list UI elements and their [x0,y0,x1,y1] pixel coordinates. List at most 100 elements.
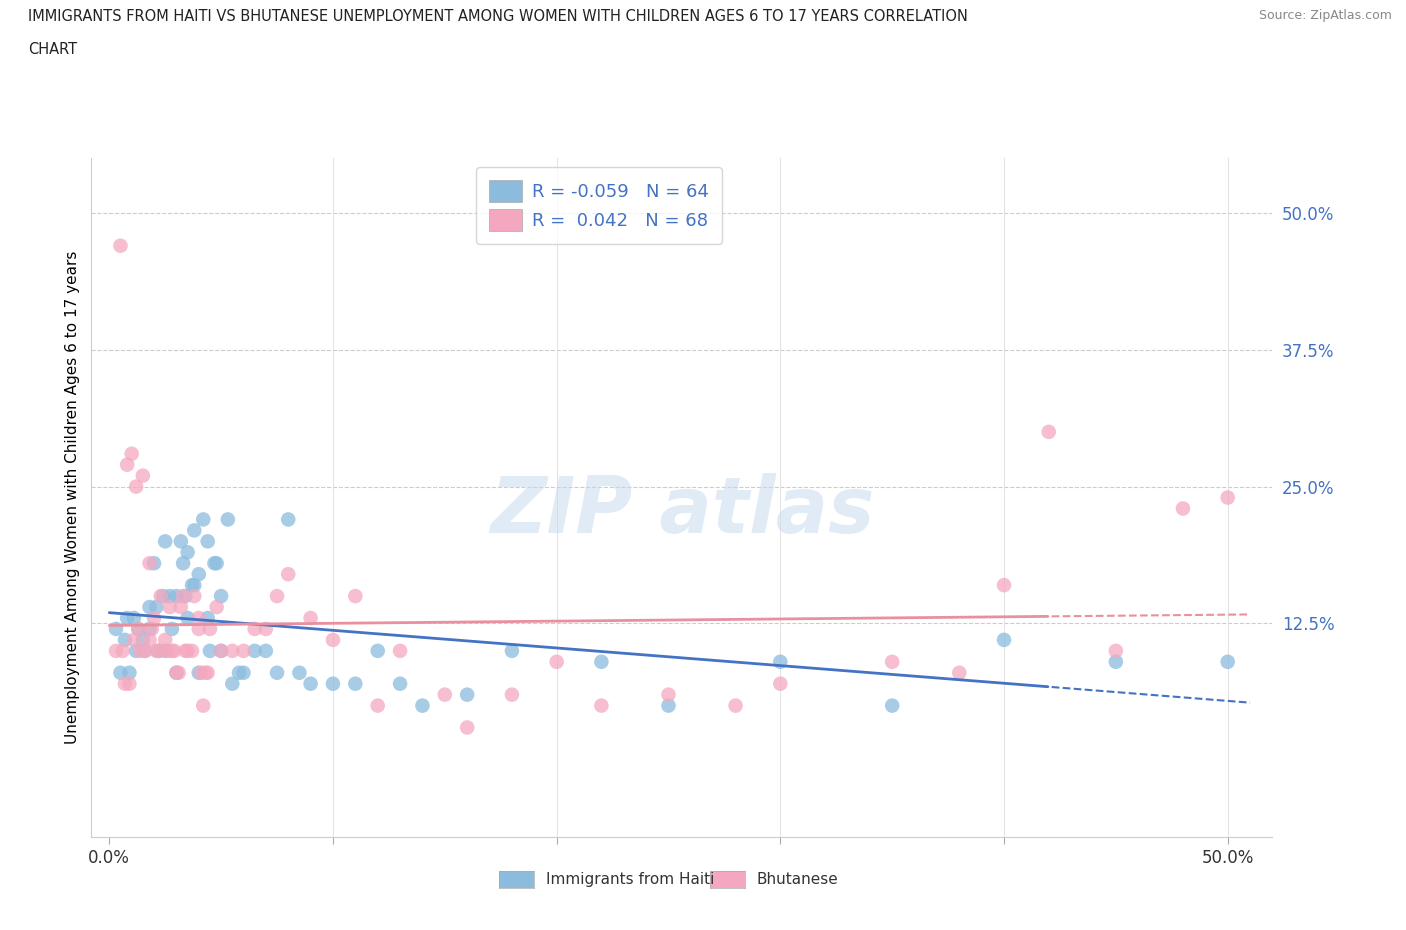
Point [209,644,232,658]
Point [160,644,183,658]
Point [1105,655,1128,670]
Point [266,665,288,680]
Point [277,512,299,527]
Point [153,632,177,647]
Point [110,238,132,253]
Point [243,621,266,636]
Point [187,566,209,581]
Point [197,665,219,680]
Point [141,621,163,636]
Point [183,589,205,604]
Point [367,698,389,713]
Legend: R = -0.059   N = 64, R =  0.042   N = 68: R = -0.059 N = 64, R = 0.042 N = 68 [477,167,721,244]
Point [127,621,149,636]
Point [367,644,389,658]
Point [105,644,127,658]
Point [134,644,156,658]
Point [118,676,141,691]
Point [122,632,145,647]
Point [456,720,478,735]
Point [172,589,194,604]
Point [657,698,679,713]
Point [122,611,145,626]
Point [125,644,148,658]
Point [159,600,181,615]
Point [197,534,219,549]
Point [1105,644,1128,658]
Point [118,665,141,680]
Point [153,644,177,658]
Point [501,644,523,658]
Point [167,665,190,680]
Point [389,644,412,658]
Text: ZIP atlas: ZIP atlas [489,473,875,549]
Point [389,676,412,691]
Point [193,698,215,713]
Point [198,644,221,658]
Point [205,600,228,615]
Point [769,676,792,691]
Point [138,632,160,647]
Point [183,523,205,538]
Point [127,621,149,636]
Text: CHART: CHART [28,42,77,57]
Point [145,644,167,658]
Point [187,611,209,626]
Point [138,621,160,636]
Point [143,611,166,626]
Point [221,644,243,658]
Point [411,698,433,713]
Point [217,512,239,527]
Point [1216,490,1239,505]
Point [105,621,127,636]
Point [149,589,172,604]
Text: Immigrants from Haiti: Immigrants from Haiti [546,872,714,887]
Point [176,644,198,658]
Point [134,644,156,658]
Point [129,644,152,658]
Text: IMMIGRANTS FROM HAITI VS BHUTANESE UNEMPLOYMENT AMONG WOMEN WITH CHILDREN AGES 6: IMMIGRANTS FROM HAITI VS BHUTANESE UNEMP… [28,9,967,24]
Point [183,578,205,592]
Point [170,534,193,549]
Point [433,687,456,702]
Point [152,589,174,604]
Point [143,556,166,571]
Point [205,556,228,571]
Point [243,644,266,658]
Y-axis label: Unemployment Among Women with Children Ages 6 to 17 years: Unemployment Among Women with Children A… [65,251,80,744]
Point [148,644,170,658]
Point [232,665,254,680]
Point [121,446,143,461]
Point [344,676,367,691]
Point [114,632,136,647]
Point [769,655,792,670]
Point [299,611,322,626]
Point [138,600,160,615]
Point [153,534,177,549]
Point [114,676,136,691]
Point [882,655,904,670]
Point [110,665,132,680]
Point [194,665,217,680]
Point [197,611,219,626]
Point [1038,424,1060,439]
Point [288,665,311,680]
Point [209,644,232,658]
Point [724,698,747,713]
Point [1171,501,1194,516]
Point [174,644,197,658]
Point [254,644,277,658]
Point [111,644,134,658]
Point [591,655,613,670]
Point [501,687,523,702]
Point [132,468,155,483]
Point [322,632,344,647]
Point [156,644,179,658]
Point [228,665,250,680]
Point [160,621,183,636]
Point [1216,655,1239,670]
Point [138,556,160,571]
Text: Bhutanese: Bhutanese [756,872,838,887]
Point [232,644,254,658]
Point [125,479,148,494]
